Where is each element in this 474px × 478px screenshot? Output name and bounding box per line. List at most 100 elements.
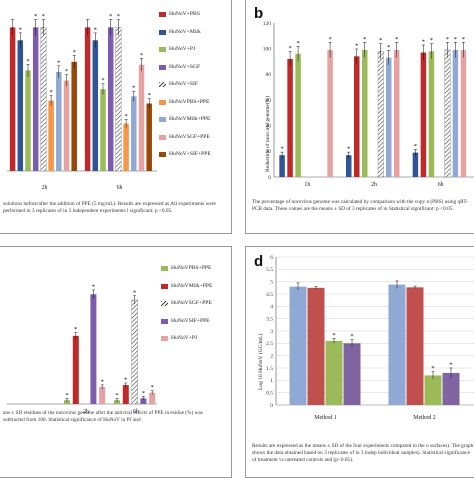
legend-swatch	[161, 283, 168, 289]
legend-item: HuNoVSGF+PPE	[159, 134, 211, 141]
bar-a-1-0	[84, 27, 91, 172]
legend-label: HuNoVPBS+PPE	[171, 265, 212, 271]
bar-a-1-2	[100, 89, 106, 171]
significance-mark: *	[142, 390, 145, 397]
legend-swatch	[161, 318, 168, 324]
significance-mark: *	[117, 13, 120, 20]
bar-b-2-0	[412, 152, 419, 177]
significance-mark: *	[133, 289, 136, 296]
caption-b: The percentage of norovirus genome was c…	[252, 199, 468, 213]
significance-mark: *	[148, 92, 151, 99]
panel-c: * * * * 2h * * * * * 6h HuNoVPBS+PPE HuNoVMilk+PPE H…	[0, 246, 232, 478]
bar-a-0-6	[56, 71, 62, 171]
bar-c-2-0	[114, 400, 120, 404]
bar-d-0-0	[289, 286, 307, 405]
legend-label: HuNoV+PBS	[169, 11, 200, 17]
significance-mark: *	[92, 283, 95, 290]
bar-c-2-1	[122, 385, 129, 404]
legend-item: HuNoVMilk+PPE	[161, 283, 212, 290]
panel-d: 0 0.5 1 1.5 2 2.5 3 3.5 4 4.5 5 5.5 6 * * Method 1 * * Met…	[245, 246, 474, 478]
bar-a-1-3	[107, 27, 114, 172]
legend-label: HuNoVSIF+PPE	[171, 317, 210, 324]
legend-swatch	[159, 47, 166, 52]
legend-label: HuNoVPBS+PPE	[169, 98, 210, 105]
bar-b-2-6	[460, 49, 467, 178]
legend-swatch	[159, 12, 166, 17]
legend-label: HuNoVMilk+PPE	[169, 116, 211, 122]
bar-c-1-0	[64, 400, 70, 404]
legend-label: HuNoV+PJ	[171, 335, 198, 341]
significance-mark: *	[151, 384, 154, 391]
bar-d-1-0	[388, 284, 406, 405]
bar-b-1-5	[386, 57, 392, 177]
bar-d-1-2	[424, 375, 442, 405]
significance-mark: *	[328, 36, 331, 43]
significance-mark: *	[350, 333, 353, 340]
bar-d-1-1	[406, 287, 424, 405]
bar-a-0-8	[71, 61, 77, 171]
x-category-label: Method 1	[314, 415, 336, 421]
legend-swatch	[159, 29, 166, 35]
bar-a-1-8	[146, 103, 152, 171]
bar-c-2-4	[149, 392, 156, 404]
bar-b-1-4	[377, 51, 384, 178]
legend-swatch	[161, 266, 168, 271]
significance-mark: *	[109, 13, 112, 20]
y-tick-label: 5	[270, 279, 273, 285]
significance-mark: *	[124, 376, 127, 383]
legend-label: HuNoV+SIF	[169, 81, 198, 87]
bar-a-0-4	[40, 27, 47, 172]
y-tick-label: 100	[263, 46, 272, 52]
y-tick-label: 6	[270, 255, 273, 261]
bar-a-0-0	[9, 27, 16, 172]
significance-mark: *	[101, 378, 104, 385]
bar-b-2-1	[420, 52, 427, 178]
y-tick-label: 2	[270, 353, 273, 359]
legend-item: HuNoV+SIF+PPE	[159, 151, 211, 158]
bar-b-0-2	[295, 53, 301, 177]
ylabel-b: Reduction of noro irul genome(%)	[265, 95, 271, 172]
significance-mark: *	[280, 146, 283, 153]
significance-mark: *	[347, 146, 350, 153]
legend-swatch	[159, 117, 166, 122]
bar-c-1-4	[99, 386, 106, 404]
legend-label: HuNoV+Milk	[169, 28, 201, 35]
legend-swatch	[159, 134, 166, 140]
legend-item: HuNoVSIF+PPE	[161, 318, 212, 325]
y-tick-label: 2.5	[266, 341, 273, 347]
legend-swatch	[161, 301, 168, 306]
bar-a-1-6	[131, 96, 137, 171]
y-tick-label: 40	[266, 123, 272, 129]
bar-a-0-1	[17, 40, 24, 171]
bar-b-2-2	[428, 51, 435, 177]
legend-item: HuNoV+PBS	[159, 11, 211, 18]
bar-b-0-0	[279, 155, 285, 177]
significance-mark: *	[446, 36, 449, 43]
panel-label-d: d	[254, 253, 264, 270]
legend-item: HuNoVPBS+PPE	[159, 99, 211, 106]
significance-mark: *	[26, 58, 29, 65]
legend-label: HuNoV+PJ	[169, 46, 196, 52]
significance-mark: *	[449, 362, 452, 369]
significance-mark: *	[454, 36, 457, 43]
y-tick-label: 60	[266, 98, 272, 104]
legend-a: HuNoV+PBS HuNoV+Milk HuNoV+PJ HuNoV+SGF HuNo…	[159, 11, 211, 169]
significance-mark: *	[379, 37, 382, 44]
significance-mark: *	[395, 36, 398, 43]
significance-mark: *	[101, 77, 104, 84]
y-tick-label: 1.5	[266, 366, 273, 372]
y-tick-label: 4	[270, 304, 273, 310]
legend-swatch	[159, 64, 166, 70]
legend-label: HuNoVSGF+PPE	[171, 300, 212, 306]
chart-a: * * * * * * * * 2h * * * * * * * * 6h	[7, 13, 157, 191]
x-category-label: 2h	[371, 182, 377, 188]
bar-d-0-1	[307, 287, 325, 405]
significance-mark: *	[34, 13, 37, 20]
significance-mark: *	[355, 43, 358, 50]
y-tick-label: 120	[263, 21, 272, 27]
significance-mark: *	[422, 38, 425, 45]
significance-mark: *	[332, 332, 335, 339]
bar-a-0-3	[32, 27, 39, 172]
bar-c-2-2	[131, 299, 138, 405]
bar-a-1-5	[123, 123, 129, 171]
